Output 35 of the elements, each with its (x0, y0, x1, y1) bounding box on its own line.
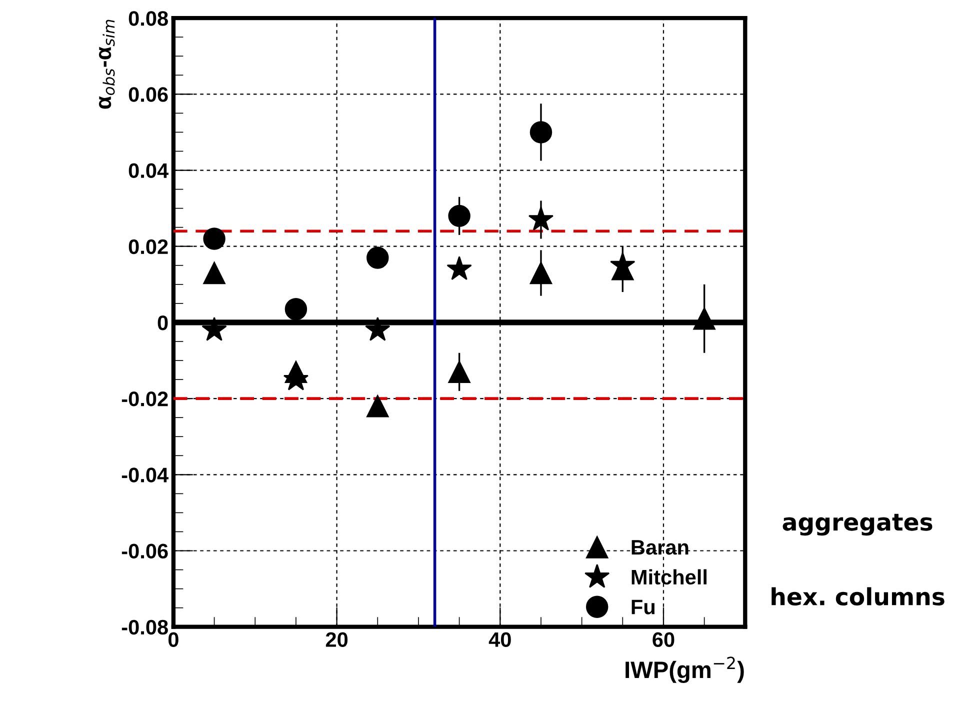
x-tick-label: 40 (488, 632, 511, 648)
point (203, 262, 226, 284)
y-tick-label: 0.04 (128, 163, 168, 178)
y-tick-label: 0.08 (128, 11, 168, 26)
x-tick-label: 20 (326, 632, 348, 648)
legend-label: Fu (632, 600, 655, 614)
point (693, 308, 716, 330)
point (284, 360, 308, 384)
y-tick-label: -0.08 (122, 620, 168, 635)
point (446, 256, 472, 280)
point (530, 262, 552, 284)
x-tick-label: 60 (652, 632, 674, 648)
y-tick-label: -0.04 (122, 468, 168, 482)
text: hex. columns (772, 587, 944, 606)
y-tick-label: 0.02 (128, 239, 168, 254)
point (528, 206, 554, 231)
text: aggregates (782, 514, 932, 536)
point (202, 316, 227, 341)
y-tick-label: 0.06 (128, 87, 168, 102)
y-axis-title: α$_{obs}$-α$_{sim}$ (98, 20, 115, 109)
y-tick-label: 0 (158, 315, 168, 330)
x-axis-title: IWP(gm$^{−2}$) (626, 656, 744, 683)
point (448, 204, 470, 228)
x-tick-label: 0 (168, 632, 178, 648)
point (530, 121, 552, 144)
y-tick-label: -0.02 (122, 392, 168, 406)
point (365, 316, 390, 341)
point (366, 246, 389, 269)
point (203, 228, 226, 250)
point (366, 395, 389, 418)
point (448, 360, 470, 384)
legend-label: Baran (632, 540, 688, 555)
y-tick-label: -0.06 (122, 544, 168, 558)
point (284, 298, 308, 320)
legend-label: Mitchell (632, 569, 707, 585)
